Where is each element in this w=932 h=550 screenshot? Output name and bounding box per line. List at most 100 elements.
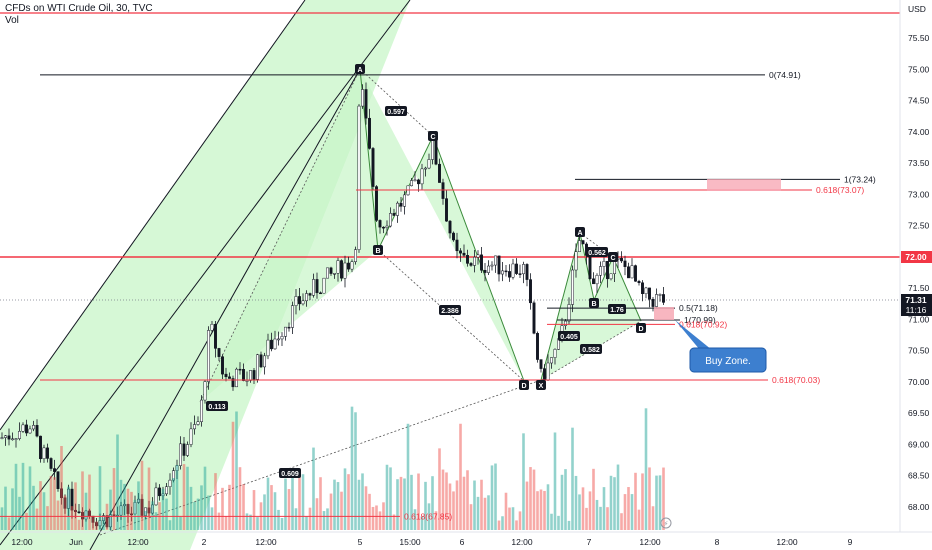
candle-body (46, 447, 49, 459)
volume-bar (571, 427, 574, 530)
volume-bar (112, 468, 116, 530)
candle-body (200, 399, 203, 422)
channel-line-lower[interactable] (89, 68, 361, 550)
candle-body (459, 250, 462, 254)
candle-body (487, 265, 490, 273)
volume-bar (406, 423, 410, 530)
volume-bar (98, 466, 102, 530)
volume-bar (53, 477, 56, 530)
volume-bar (518, 511, 522, 530)
candle-body (494, 255, 497, 266)
volume-bar (385, 464, 389, 530)
price-tick-label: 72.50 (908, 221, 930, 231)
candle-body (630, 265, 634, 279)
harmonic-pattern-1[interactable] (359, 68, 525, 382)
volume-bar (427, 503, 431, 530)
candle-body (532, 302, 536, 334)
volume-bar (39, 481, 42, 530)
svg-text:A: A (357, 67, 362, 74)
buy-zone-callout[interactable] (689, 347, 767, 373)
price-axis: 75.50 75.00 74.50 74.00 73.50 73.00 72.50 72.00… (908, 33, 930, 512)
volume-bar (532, 469, 536, 530)
volume-bar (592, 468, 595, 530)
candle-body (4, 435, 7, 438)
svg-text:0.113: 0.113 (208, 404, 225, 411)
price-tick-label: 70.00 (908, 377, 930, 387)
volume-bar (189, 486, 193, 530)
volume-bar (578, 494, 581, 530)
candle-body (158, 487, 161, 497)
volume-bar (434, 511, 438, 530)
volume-bar (329, 493, 333, 530)
volume-bar (340, 491, 343, 530)
volume-bar (529, 467, 532, 530)
volume-bar (371, 506, 375, 530)
volume-bar (581, 487, 585, 530)
candle-body (382, 226, 385, 229)
volume-bar (347, 474, 350, 530)
volume-bar (389, 467, 392, 530)
candle-body (655, 294, 658, 307)
volume-bar (21, 462, 25, 530)
candle-body (378, 220, 382, 228)
candle-body (336, 260, 340, 274)
volume-bar (620, 513, 623, 530)
volume-bar (606, 507, 609, 530)
volume-bar (602, 487, 606, 530)
volume-bar (515, 520, 518, 530)
volume-bar (221, 487, 224, 530)
volume-bar (210, 507, 214, 530)
volume-bar (175, 465, 179, 530)
time-tick-label: 7 (587, 537, 592, 547)
time-tick-label: 12:00 (776, 537, 798, 547)
svg-text:11:16: 11:16 (906, 305, 927, 315)
candle-body (592, 278, 595, 285)
candle-body (529, 279, 532, 304)
time-tick-label: 12:00 (127, 537, 149, 547)
channel-line-outer[interactable] (0, 0, 411, 546)
candle-body (483, 270, 487, 273)
volume-bar (466, 470, 469, 530)
price-tick-label: 74.00 (908, 127, 930, 137)
buy-zone-box[interactable] (654, 307, 674, 320)
candle-body (196, 421, 200, 425)
channel-line-upper[interactable] (0, 0, 306, 431)
volume-bar (7, 517, 11, 530)
lightning-icon[interactable] (660, 517, 672, 529)
candle-body (396, 202, 399, 216)
volume-bar (11, 488, 14, 530)
candle-body (291, 305, 294, 328)
candle-body (480, 254, 483, 271)
candle-body (413, 179, 417, 182)
fib-level-label: 1(73.24) (844, 174, 876, 184)
target-zone-box[interactable] (707, 179, 781, 191)
candle-body (637, 281, 641, 283)
svg-text:C: C (430, 134, 435, 141)
volume-bar (420, 516, 424, 530)
candle-body (553, 349, 557, 358)
candle-body (595, 274, 599, 285)
volume-bar (462, 476, 466, 530)
volume-bar (501, 516, 504, 530)
time-tick-label: 15:00 (399, 537, 421, 547)
candle-body (620, 257, 623, 262)
volume-bar (473, 480, 476, 530)
fib-level-label: 0.618(70.03) (772, 375, 820, 385)
volume-bar (130, 491, 133, 530)
candle-body (28, 428, 32, 434)
candle-body (203, 381, 207, 401)
buy-zone-label: Buy Zone. (705, 356, 751, 367)
volume-bar (263, 494, 266, 530)
volume-bar (441, 469, 445, 530)
candle-body (623, 260, 627, 267)
volume-bar (438, 448, 441, 530)
price-tick-label: 70.50 (908, 346, 930, 356)
svg-text:0.562: 0.562 (588, 250, 606, 257)
volume-bar (144, 510, 147, 530)
volume-bar (102, 517, 105, 530)
volume-bar (49, 476, 53, 530)
candle-body (35, 425, 39, 437)
candle-body (515, 263, 518, 274)
candle-body (301, 300, 305, 305)
